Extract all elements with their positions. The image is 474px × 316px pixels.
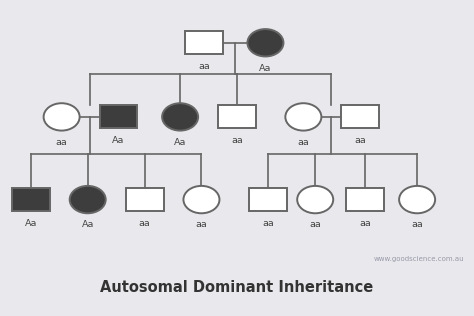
Ellipse shape	[70, 186, 106, 213]
Ellipse shape	[247, 29, 283, 57]
Text: Aa: Aa	[112, 136, 125, 145]
Bar	[12, 188, 50, 211]
Text: aa: aa	[411, 220, 423, 229]
Text: www.goodscience.com.au: www.goodscience.com.au	[374, 256, 465, 262]
Bar	[218, 106, 256, 128]
Text: aa: aa	[298, 138, 309, 147]
Bar	[100, 106, 137, 128]
Text: aa: aa	[231, 136, 243, 145]
Ellipse shape	[183, 186, 219, 213]
Text: Aa: Aa	[174, 138, 186, 147]
Text: aa: aa	[198, 62, 210, 71]
Text: Aa: Aa	[25, 219, 37, 228]
Bar	[126, 188, 164, 211]
Bar	[249, 188, 287, 211]
Ellipse shape	[162, 103, 198, 131]
Text: aa: aa	[139, 219, 150, 228]
Bar	[346, 188, 384, 211]
Text: aa: aa	[196, 220, 207, 229]
Text: aa: aa	[359, 219, 371, 228]
Ellipse shape	[44, 103, 80, 131]
Bar	[341, 106, 379, 128]
Text: aa: aa	[310, 220, 321, 229]
Text: Autosomal Dominant Inheritance: Autosomal Dominant Inheritance	[100, 280, 374, 295]
Text: aa: aa	[262, 219, 273, 228]
Text: Aa: Aa	[82, 220, 94, 229]
Text: aa: aa	[355, 136, 366, 145]
Ellipse shape	[297, 186, 333, 213]
Text: Aa: Aa	[259, 64, 272, 73]
Bar	[185, 31, 223, 54]
Text: aa: aa	[56, 138, 67, 147]
Ellipse shape	[285, 103, 321, 131]
Ellipse shape	[399, 186, 435, 213]
